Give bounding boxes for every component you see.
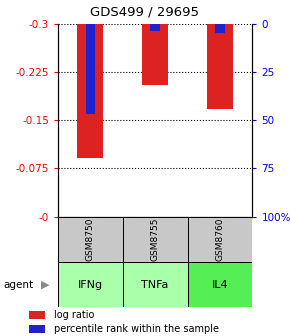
Bar: [207, 24, 233, 109]
Text: GDS499 / 29695: GDS499 / 29695: [90, 5, 200, 18]
Text: log ratio: log ratio: [54, 310, 94, 320]
Bar: [123, 262, 188, 307]
Bar: [188, 217, 252, 262]
Bar: [86, 24, 95, 114]
Text: ▶: ▶: [41, 280, 49, 290]
Text: GSM8755: GSM8755: [151, 218, 160, 261]
Bar: [142, 24, 168, 85]
Text: IL4: IL4: [212, 280, 228, 290]
Bar: [150, 24, 160, 31]
Bar: [123, 217, 188, 262]
Text: IFNg: IFNg: [78, 280, 103, 290]
Text: TNFa: TNFa: [142, 280, 169, 290]
Bar: [58, 217, 123, 262]
Bar: [29, 325, 45, 333]
Bar: [77, 24, 103, 158]
Bar: [29, 311, 45, 319]
Bar: [188, 262, 252, 307]
Text: GSM8760: GSM8760: [215, 218, 224, 261]
Text: percentile rank within the sample: percentile rank within the sample: [54, 324, 219, 334]
Text: GSM8750: GSM8750: [86, 218, 95, 261]
Text: agent: agent: [3, 280, 33, 290]
Bar: [58, 262, 123, 307]
Bar: [215, 24, 225, 33]
